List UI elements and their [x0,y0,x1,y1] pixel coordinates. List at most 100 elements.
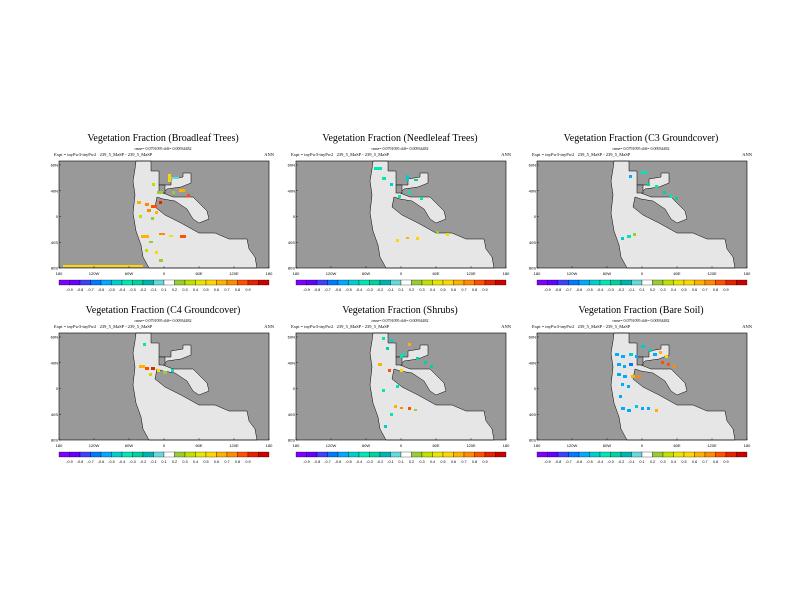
map-area [58,332,270,441]
legend-swatch [484,451,496,458]
lon-label: 120E [229,443,239,448]
data-cell [416,357,419,360]
data-cell [408,343,411,346]
panel-season: ANN [264,152,274,157]
legend-label: -0.1 [150,288,157,292]
legend-label: -0.4 [119,460,126,464]
legend-label: 0.4 [430,460,435,464]
legend-label: 0.1 [161,460,166,464]
data-cell [416,237,419,240]
lat-label: 60N [51,335,58,340]
data-cell [171,369,174,372]
data-cell [151,367,155,370]
panel-rmse: rmse= 0.0791095 diff= 0.00934482 [134,146,192,151]
lon-label: 60E [432,443,439,448]
data-cell [641,407,644,410]
legend-swatch [237,451,249,458]
lon-label: 180 [744,271,751,276]
legend-swatch [205,451,217,458]
legend-label: -0.3 [607,460,614,464]
lon-label: 0 [163,443,166,448]
map-panel-shrubs: Vegetation Fraction (Shrubs) rmse= 0.079… [288,305,511,475]
legend-swatch [58,279,70,286]
legend-swatch [369,451,381,458]
legend-swatch [184,279,196,286]
legend-label: -0.8 [77,460,84,464]
data-cell [420,197,423,200]
lon-label: 60W [362,271,370,276]
data-cell [382,177,386,180]
legend-swatch [379,279,391,286]
lon-label: 120W [326,443,337,448]
legend-swatch [390,451,402,458]
lat-label: 80S [51,438,58,443]
legend-label: 0.2 [172,460,177,464]
data-cell [187,194,190,197]
legend-swatch [715,451,727,458]
legend-label: 0.2 [650,460,655,464]
data-cell [384,425,387,428]
data-cell [145,367,149,370]
data-cell [400,355,403,358]
legend-label: 0.7 [702,288,707,292]
data-cell [382,389,385,392]
legend-label: -0.3 [607,288,614,292]
legend-label: 0.1 [161,288,166,292]
map-area [295,160,507,269]
map-area [58,160,270,269]
legend-label: 0.7 [224,460,229,464]
lat-label: 80S [288,438,295,443]
legend-label: -0.4 [356,288,363,292]
data-cell [180,235,186,238]
legend-swatch [432,451,444,458]
lat-label: 0 [293,386,296,391]
legend-swatch [79,279,91,286]
legend-swatch [453,279,465,286]
legend-label: -0.8 [555,460,562,464]
data-cell [179,189,185,192]
legend-swatch [90,279,102,286]
legend-swatch [337,451,349,458]
data-cell [396,239,399,242]
legend-swatch [453,451,465,458]
legend-label: 0.9 [245,288,250,292]
panel-season: ANN [742,152,752,157]
legend-label: -0.7 [565,288,572,292]
legend-label: 0.3 [419,460,424,464]
legend-swatch [599,451,611,458]
legend-label: -0.4 [597,288,604,292]
legend-label: -0.1 [150,460,157,464]
panel-rmse: rmse= 0.0791095 diff= 0.00934482 [612,318,670,323]
legend-swatch [578,279,590,286]
legend-label: -0.8 [314,460,321,464]
legend-label: 0.5 [203,288,208,292]
legend-label: 0.9 [482,288,487,292]
legend-label: 0.2 [409,288,414,292]
run-label: 239_5_MaSP - 239_5_MaSP [336,152,390,157]
legend-swatch [226,279,238,286]
legend-label: -0.4 [356,460,363,464]
legend-label: -0.7 [87,460,94,464]
data-cell [629,363,633,366]
lon-label: 120E [229,271,239,276]
legend-swatch [100,451,112,458]
data-cell [673,365,676,368]
data-cell [446,233,449,236]
legend-swatch [673,451,685,458]
lon-label: 120E [707,271,717,276]
legend-swatch [295,279,307,286]
lat-label: 40N [288,360,295,365]
data-cell [378,363,382,366]
legend-swatch [121,451,133,458]
legend-label: 0.7 [702,460,707,464]
legend-swatch [216,279,228,286]
legend-swatch [90,451,102,458]
data-cell [635,405,638,408]
expt-label: Expt = tnyPw3-tnyPw2 [54,152,97,157]
data-cell [149,241,153,243]
legend-label: 0.3 [660,288,665,292]
lon-label: 180 [56,443,63,448]
legend-label: -0.9 [303,460,310,464]
data-cell [665,355,668,358]
